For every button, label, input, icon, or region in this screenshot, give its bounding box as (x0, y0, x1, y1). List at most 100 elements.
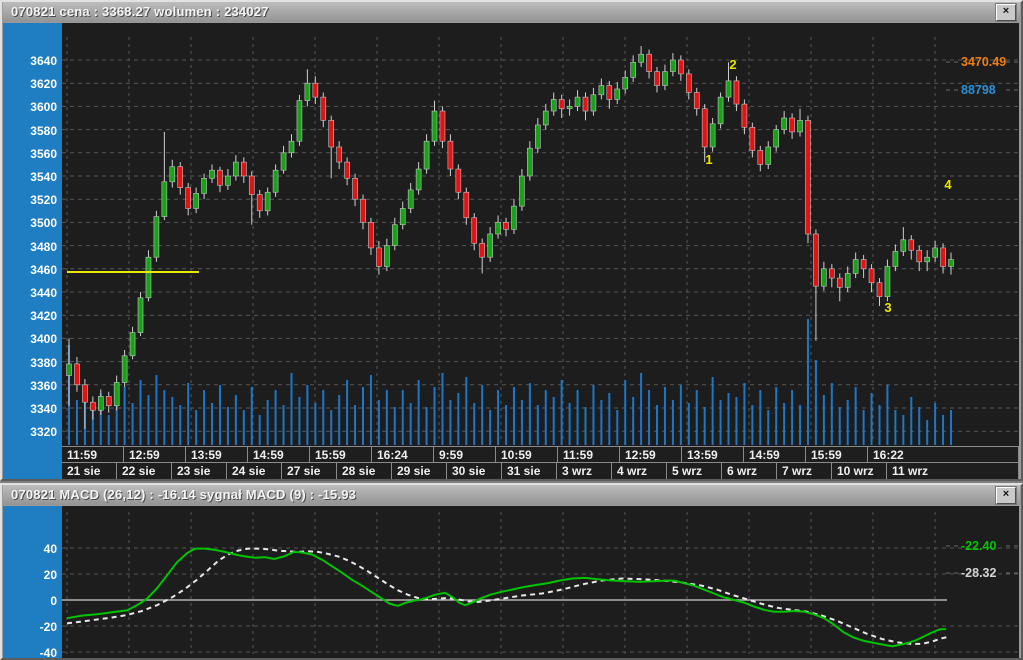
candle-body (742, 104, 747, 127)
volume-bar (243, 410, 245, 445)
volume-bar (306, 385, 308, 445)
candle-body (615, 89, 620, 99)
candle-body (424, 141, 429, 169)
candle-body (456, 169, 461, 192)
date-cell: 21 sie (62, 463, 117, 479)
candle-body (861, 260, 866, 269)
volume-bar (290, 373, 292, 445)
volume-bar (203, 390, 205, 445)
volume-bar (918, 407, 920, 445)
candle-body (496, 222, 501, 234)
volume-bar (712, 377, 714, 445)
volume-bar (251, 387, 253, 445)
candle-body (917, 250, 922, 262)
candle-body (448, 141, 453, 169)
wave-annotation: 3 (884, 300, 891, 315)
candle-body (774, 130, 779, 147)
candle-body (98, 396, 103, 410)
time-cell: 14:59 (744, 447, 806, 462)
candle-body (400, 208, 405, 224)
candle-body (138, 298, 143, 333)
price-chart-canvas[interactable]: 12343470.4988798 (62, 23, 1019, 446)
macd-signal-line (67, 549, 948, 644)
candle-body (686, 74, 691, 93)
candle-body (790, 118, 795, 132)
signal-last-label: -28.32 (961, 566, 996, 580)
volume-bar (410, 403, 412, 445)
volume-bar (791, 390, 793, 445)
volume-bar (775, 387, 777, 445)
candle-body (607, 86, 612, 100)
candle-body (535, 125, 540, 148)
volume-bar (338, 395, 340, 445)
volume-bar (624, 380, 626, 445)
volume-bar (219, 385, 221, 445)
volume-bar (632, 397, 634, 445)
price-tick-label: 3480 (30, 240, 57, 254)
volume-bar (362, 387, 364, 445)
candle-body (122, 356, 127, 383)
time-cell: 9:59 (434, 447, 496, 462)
price-tick-label: 3620 (30, 77, 57, 91)
date-cell: 6 wrz (722, 463, 777, 479)
candle-body (877, 283, 882, 297)
candle-body (265, 192, 270, 211)
desktop: { "window_price": { "title": "070821 cen… (0, 0, 1023, 660)
macd-window-titlebar[interactable]: 070821 MACD (26,12) : -16.14 sygnał MACD… (3, 485, 1020, 505)
price-tick-label: 3580 (30, 124, 57, 138)
price-x-axis-dates: 21 sie22 sie23 sie24 sie27 sie28 sie29 s… (62, 462, 1019, 479)
candle-body (639, 54, 644, 62)
candle-body (361, 199, 366, 222)
volume-bar (600, 400, 602, 445)
candle-body (210, 170, 215, 178)
volume-bar (720, 400, 722, 445)
candle-body (694, 92, 699, 108)
time-cell: 14:59 (248, 447, 310, 462)
volume-bar (426, 407, 428, 445)
candle-body (599, 86, 604, 95)
volume-bar (449, 400, 451, 445)
price-tick-label: 3400 (30, 332, 57, 346)
candle-body (845, 273, 850, 287)
candle-body (289, 141, 294, 153)
volume-bar (696, 390, 698, 445)
macd-tick-label: 20 (44, 568, 57, 582)
volume-bar (807, 319, 809, 445)
candle-body (662, 72, 667, 86)
macd-chart-canvas[interactable]: -22.40-28.32 (62, 506, 1019, 658)
candle-body (408, 190, 413, 209)
candle-body (464, 192, 469, 218)
date-cell: 4 wrz (612, 463, 667, 479)
close-icon[interactable]: × (996, 4, 1016, 21)
price-tick-label: 3640 (30, 54, 57, 68)
candle-body (217, 170, 222, 185)
candle-body (297, 101, 302, 142)
volume-bar (680, 385, 682, 445)
volume-bar (878, 405, 880, 445)
candle-body (305, 83, 310, 100)
candle-body (281, 153, 286, 170)
date-cell: 7 wrz (777, 463, 832, 479)
candle-body (249, 176, 254, 195)
date-cell: 30 sie (447, 463, 502, 479)
candle-body (527, 148, 532, 176)
price-window-titlebar[interactable]: 070821 cena : 3368.27 wolumen : 234027 (3, 2, 1020, 22)
volume-bar (132, 403, 134, 445)
candle-body (702, 109, 707, 147)
date-cell: 10 wrz (832, 463, 887, 479)
candle-body (329, 120, 334, 147)
close-icon[interactable]: × (996, 487, 1016, 504)
candle-body (194, 193, 199, 208)
volume-bar (847, 400, 849, 445)
candle-body (368, 222, 373, 248)
candle-body (837, 278, 842, 287)
candle-body (909, 240, 914, 250)
last-price-label: 3470.49 (961, 55, 1006, 69)
price-tick-label: 3560 (30, 147, 57, 161)
candle-body (718, 97, 723, 124)
candle-body (241, 162, 246, 176)
candle-body (345, 162, 350, 178)
candle-body (853, 260, 858, 274)
volume-bar (767, 410, 769, 445)
candle-body (631, 62, 636, 77)
